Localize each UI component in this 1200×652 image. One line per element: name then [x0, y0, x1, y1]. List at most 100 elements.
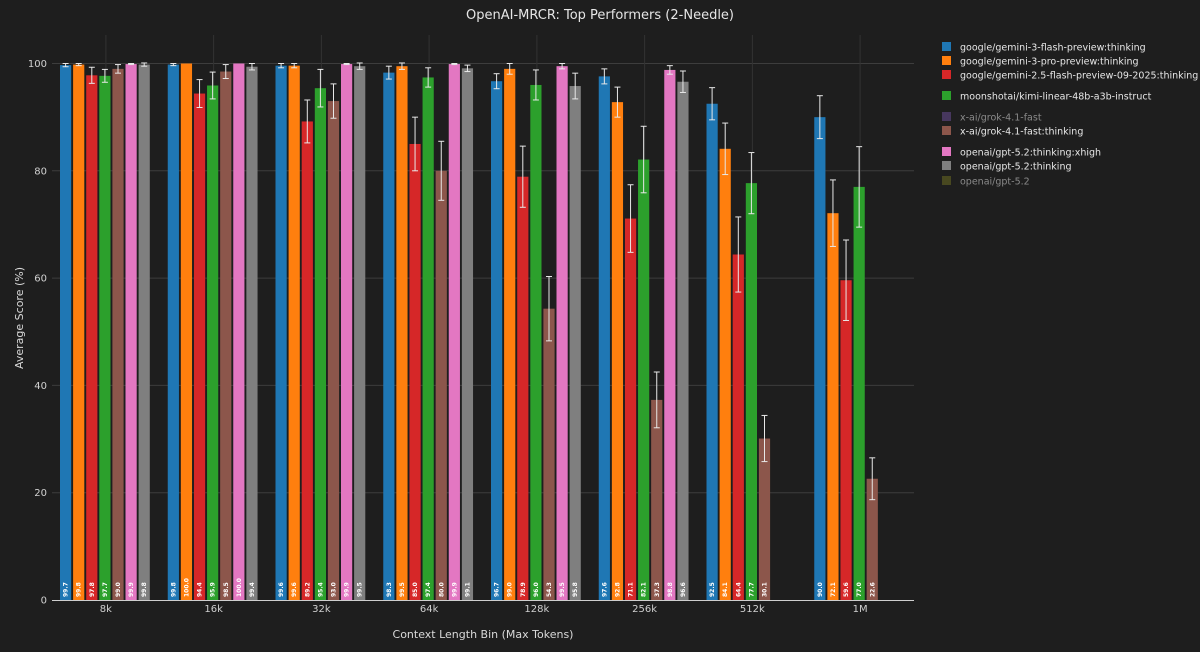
bar[interactable] [138, 64, 150, 600]
legend-item[interactable]: google/gemini-3-flash-preview:thinking [960, 43, 1146, 54]
bar[interactable] [598, 76, 610, 601]
bar-value-label: 99.8 [141, 582, 148, 597]
x-tick-label: 16k [204, 604, 223, 615]
bar[interactable] [530, 84, 542, 600]
bar[interactable] [73, 64, 85, 600]
bar[interactable] [611, 102, 624, 601]
x-axis-ticks: 8k 16k 32k 64k 128k 256k 512k 1M [100, 604, 868, 615]
legend[interactable]: google/gemini-3-flash-preview:thinking go… [942, 42, 1198, 188]
x-axis-title: Context Length Bin (Max Tokens) [393, 628, 574, 641]
legend-item[interactable]: openai/gpt-5.2 [960, 177, 1030, 188]
bar[interactable] [504, 68, 516, 601]
bar[interactable] [651, 399, 663, 600]
bar[interactable] [543, 308, 555, 600]
bar[interactable] [569, 86, 581, 600]
bar[interactable] [556, 66, 568, 601]
bar[interactable] [677, 81, 689, 601]
bar[interactable] [383, 72, 395, 601]
bar[interactable] [853, 186, 865, 600]
bar[interactable] [758, 438, 771, 600]
bar[interactable] [448, 64, 460, 600]
bar[interactable] [732, 254, 744, 600]
x-tick-label: 1M [853, 604, 868, 615]
bar[interactable] [354, 66, 366, 601]
legend-swatch[interactable] [942, 126, 951, 135]
bar-value-label: 94.4 [197, 582, 204, 597]
bar[interactable] [840, 280, 852, 600]
legend-item[interactable]: openai/gpt-5.2:thinking:xhigh [960, 148, 1101, 159]
bar[interactable] [422, 77, 434, 601]
legend-swatch[interactable] [942, 161, 951, 170]
bar[interactable] [301, 121, 313, 600]
bar[interactable] [396, 66, 408, 601]
legend-swatch[interactable] [942, 112, 951, 121]
legend-item[interactable]: openai/gpt-5.2:thinking [960, 162, 1072, 173]
bar-value-label: 30.1 [762, 582, 769, 597]
bar-value-label: 96.6 [680, 582, 687, 597]
y-tick-label: 20 [34, 488, 47, 499]
legend-item[interactable]: x-ai/grok-4.1-fast [960, 113, 1042, 124]
bar[interactable] [275, 65, 287, 600]
bar[interactable] [180, 63, 193, 601]
legend-swatch[interactable] [942, 70, 951, 79]
y-axis-title: Average Score (%) [13, 267, 26, 369]
bar[interactable] [288, 65, 300, 600]
legend-swatch[interactable] [942, 176, 951, 185]
bar[interactable] [491, 81, 503, 601]
bar[interactable] [341, 64, 353, 600]
bar[interactable] [233, 63, 245, 601]
bar[interactable] [167, 64, 179, 600]
bar[interactable] [827, 213, 839, 600]
bar[interactable] [220, 71, 232, 601]
bar-value-label: 97.4 [425, 582, 432, 597]
chart-title: OpenAI-MRCR: Top Performers (2-Needle) [466, 8, 734, 23]
bar-value-label: 99.9 [128, 582, 135, 597]
bar-value-label: 99.8 [170, 582, 177, 597]
bar[interactable] [246, 66, 258, 601]
bar-value-label: 95.8 [572, 582, 579, 597]
bar[interactable] [664, 69, 676, 601]
bar-value-label: 99.0 [507, 582, 514, 597]
bar[interactable] [125, 64, 137, 600]
bar[interactable] [814, 117, 826, 601]
bar[interactable] [193, 93, 206, 600]
bar[interactable] [745, 183, 757, 600]
legend-swatch[interactable] [942, 56, 951, 65]
bar[interactable] [314, 88, 326, 600]
bar-value-label: 85.0 [412, 582, 419, 597]
bar[interactable] [706, 103, 718, 601]
bar[interactable] [435, 170, 447, 601]
bar[interactable] [461, 68, 474, 601]
legend-swatch[interactable] [942, 91, 951, 100]
bar-value-label: 54.3 [546, 582, 553, 597]
bar[interactable] [624, 218, 637, 600]
legend-item[interactable]: google/gemini-2.5-flash-preview-09-2025:… [960, 71, 1198, 82]
bar-value-label: 99.4 [249, 582, 256, 597]
bar-value-label: 92.8 [614, 582, 621, 597]
y-tick-label: 100 [28, 59, 47, 70]
bar[interactable] [409, 143, 421, 600]
legend-item[interactable]: moonshotai/kimi-linear-48b-a3b-instruct [960, 92, 1152, 103]
bar-value-label: 97.6 [601, 582, 608, 597]
bar[interactable] [866, 478, 878, 600]
bar[interactable] [86, 75, 98, 601]
bar[interactable] [327, 101, 340, 601]
legend-item[interactable]: x-ai/grok-4.1-fast:thinking [960, 127, 1083, 138]
x-tick-label: 128k [524, 604, 549, 615]
bar[interactable] [99, 75, 111, 601]
legend-swatch[interactable] [942, 147, 951, 156]
bar-value-label: 82.1 [641, 582, 648, 597]
bar-value-label: 59.6 [843, 582, 850, 597]
bar-value-label: 97.8 [89, 582, 96, 597]
bar[interactable] [517, 176, 529, 601]
legend-item[interactable]: google/gemini-3-pro-preview:thinking [960, 57, 1139, 68]
legend-swatch[interactable] [942, 42, 951, 51]
bar[interactable] [207, 85, 219, 600]
bar[interactable] [112, 68, 124, 601]
bars: 99.7 99.8 97.8 97.7 99.0 99.9 99.8 99.8 100.0 94.… [60, 62, 878, 601]
bar[interactable] [638, 159, 650, 600]
bar-value-label: 77.0 [856, 582, 863, 597]
bar[interactable] [60, 65, 72, 600]
bar-value-label: 99.9 [451, 582, 458, 597]
bar[interactable] [719, 148, 731, 600]
